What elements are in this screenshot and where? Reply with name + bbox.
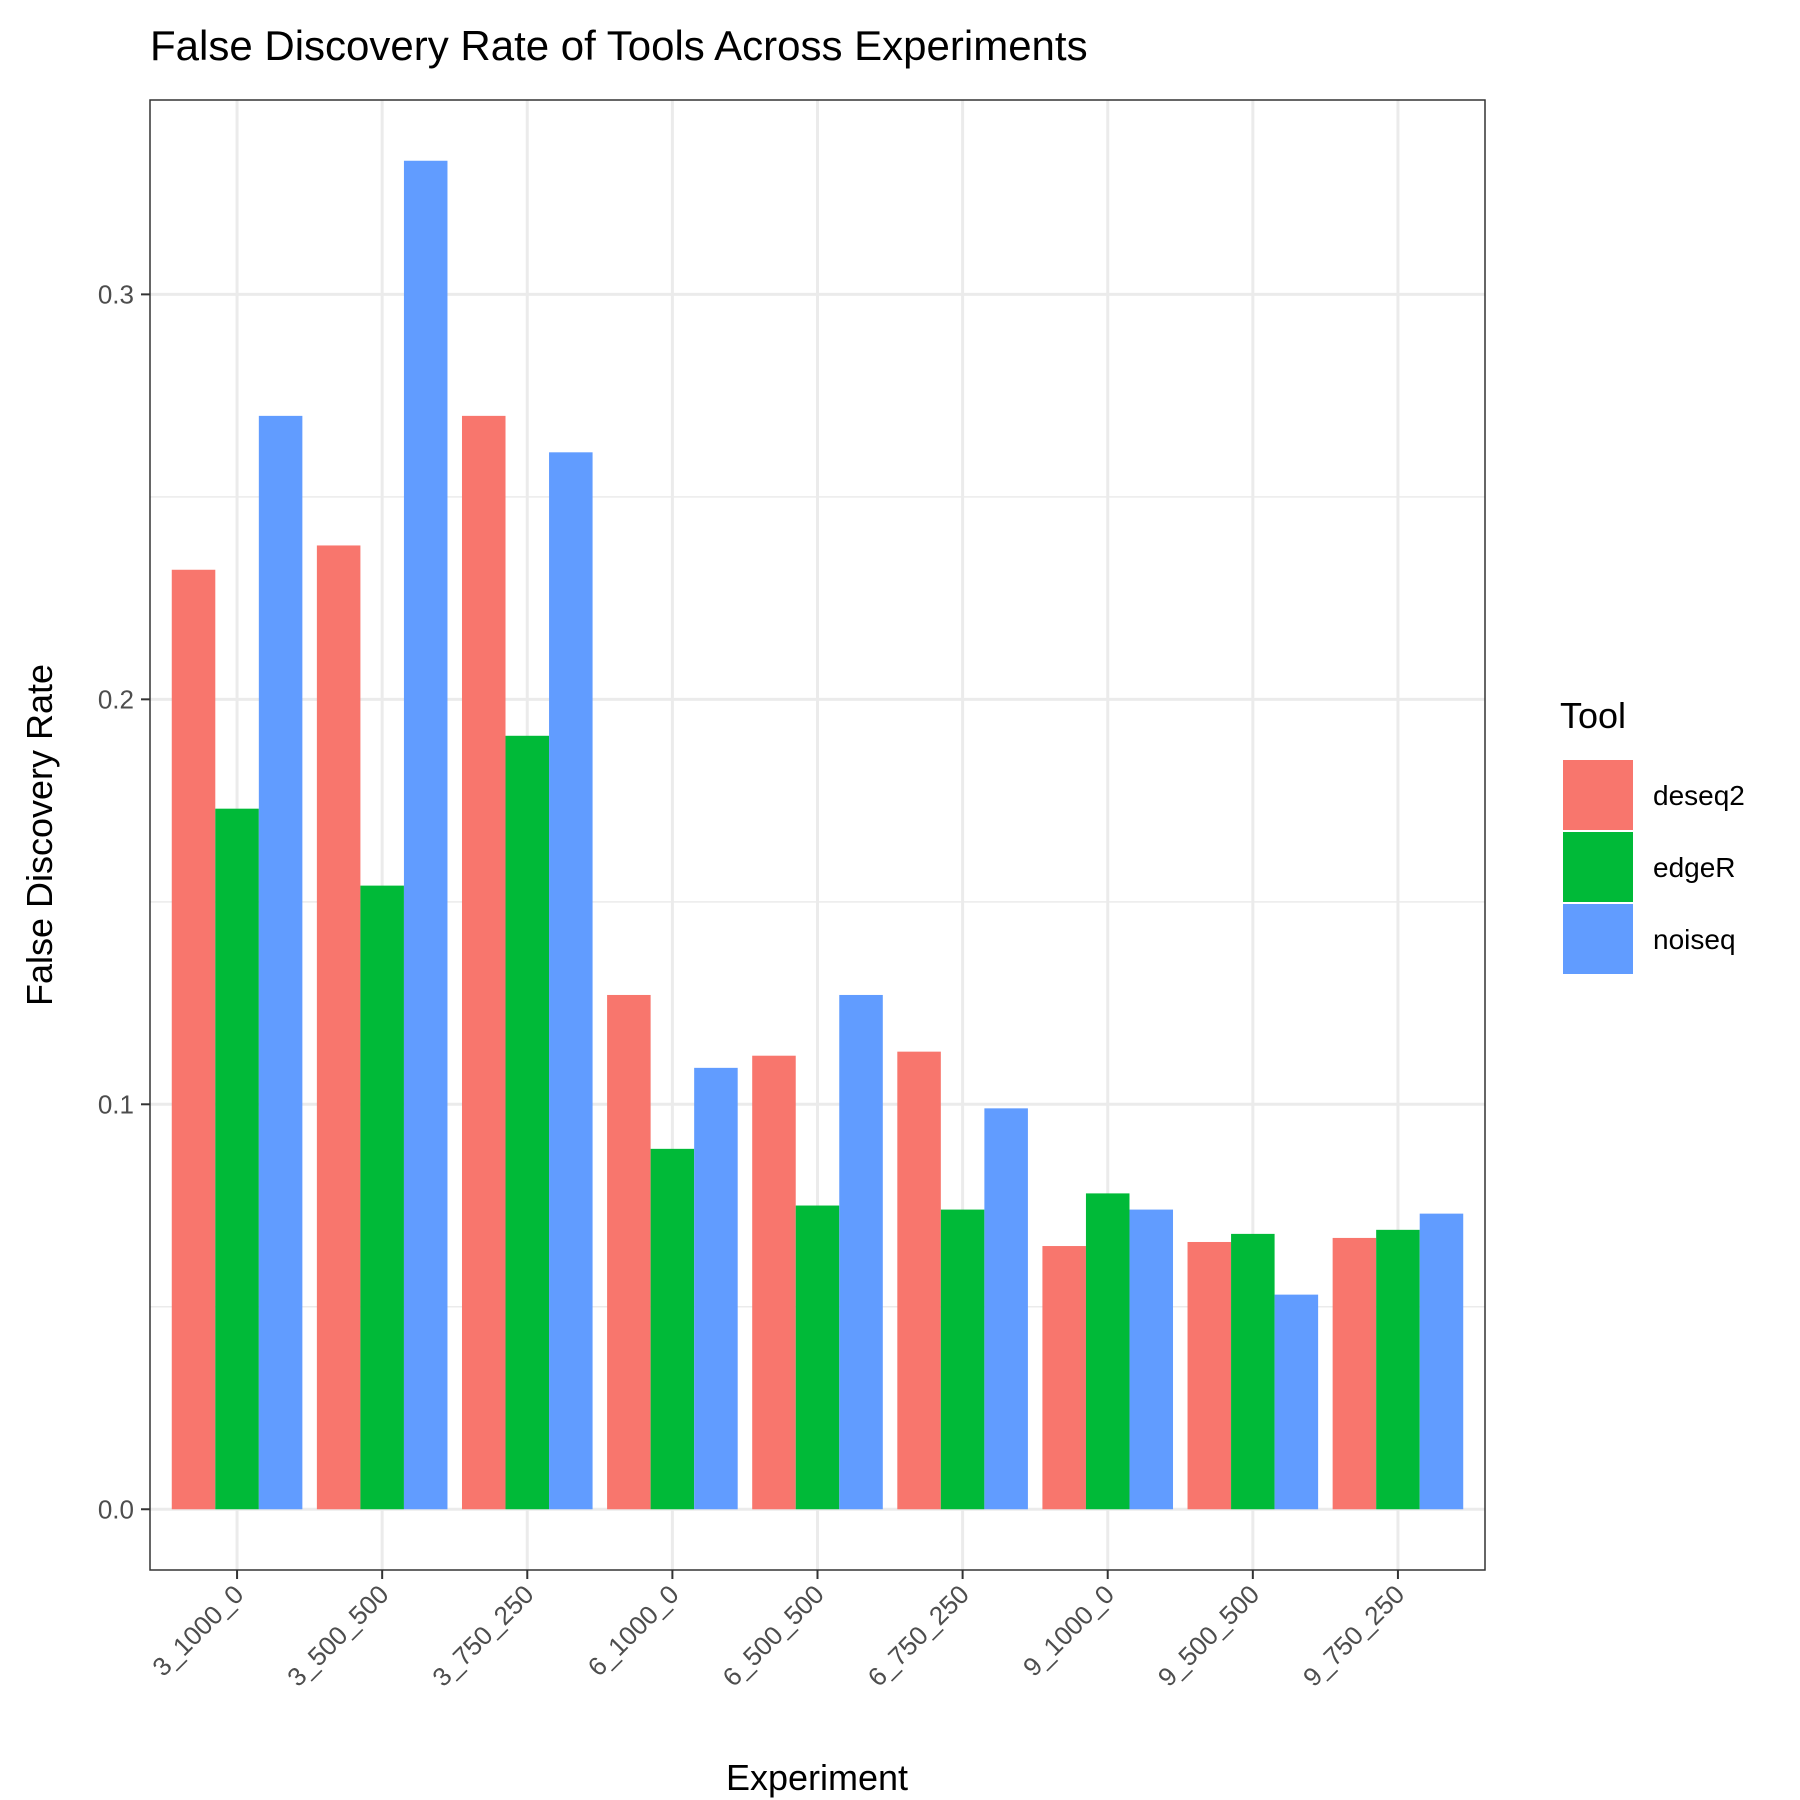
- bar-deseq2-3_500_500: [316, 545, 361, 1510]
- x-tick-label: 6_500_500: [717, 1579, 830, 1692]
- x-tick-label: 3_500_500: [281, 1579, 394, 1692]
- bar-noiseq-9_500_500: [1274, 1294, 1319, 1510]
- legend-key-deseq2: [1563, 760, 1633, 830]
- x-tick-label: 3_750_250: [426, 1579, 539, 1692]
- bar-deseq2-6_1000_0: [607, 994, 651, 1510]
- x-tick-label: 9_750_250: [1297, 1579, 1410, 1692]
- bar-deseq2-6_750_250: [897, 1051, 941, 1510]
- bar-edgeR-3_1000_0: [215, 808, 259, 1510]
- y-tick-label: 0.2: [98, 684, 134, 714]
- y-tick-label: 0.0: [98, 1494, 134, 1524]
- bar-edgeR-3_500_500: [360, 885, 404, 1510]
- bar-edgeR-9_500_500: [1231, 1233, 1275, 1510]
- bar-deseq2-3_1000_0: [171, 569, 216, 1510]
- bar-edgeR-3_750_250: [505, 735, 550, 1510]
- y-axis-title: False Discovery Rate: [19, 664, 60, 1006]
- bar-edgeR-9_1000_0: [1085, 1193, 1130, 1510]
- bar-deseq2-9_1000_0: [1042, 1246, 1086, 1510]
- legend-label-deseq2: deseq2: [1653, 780, 1745, 811]
- x-tick-label: 6_750_250: [862, 1579, 975, 1692]
- x-tick-label: 3_1000_0: [146, 1579, 249, 1682]
- x-tick-label: 6_1000_0: [582, 1579, 685, 1682]
- bar-deseq2-9_750_250: [1332, 1237, 1377, 1510]
- bar-noiseq-6_500_500: [839, 994, 883, 1510]
- y-axis: 0.0 0.1 0.2 0.3: [98, 279, 150, 1524]
- bar-noiseq-3_500_500: [403, 160, 448, 1510]
- legend-label-edgeR: edgeR: [1653, 852, 1736, 883]
- x-axis-title: Experiment: [726, 1757, 908, 1798]
- bar-noiseq-9_750_250: [1419, 1213, 1464, 1510]
- bar-deseq2-6_500_500: [752, 1055, 796, 1510]
- legend-title: Tool: [1560, 695, 1626, 736]
- bar-edgeR-6_500_500: [795, 1205, 840, 1510]
- legend-key-edgeR: [1563, 832, 1633, 902]
- plot-area: [149, 99, 1486, 1571]
- y-tick-label: 0.3: [98, 279, 134, 309]
- bar-noiseq-9_1000_0: [1129, 1209, 1174, 1510]
- bars: [171, 160, 1464, 1510]
- legend-key-noiseq: [1563, 904, 1633, 974]
- bar-edgeR-6_1000_0: [650, 1148, 695, 1510]
- y-tick-label: 0.1: [98, 1089, 134, 1119]
- bar-edgeR-6_750_250: [940, 1209, 985, 1510]
- bar-noiseq-3_1000_0: [258, 415, 303, 1510]
- bar-deseq2-3_750_250: [461, 415, 506, 1510]
- bar-noiseq-6_1000_0: [694, 1067, 738, 1510]
- chart-title: False Discovery Rate of Tools Across Exp…: [150, 22, 1088, 69]
- bar-noiseq-6_750_250: [984, 1108, 1028, 1510]
- x-tick-label: 9_500_500: [1152, 1579, 1265, 1692]
- bar-noiseq-3_750_250: [549, 452, 593, 1510]
- legend: Tool deseq2 edgeR noiseq: [1560, 695, 1745, 974]
- legend-label-noiseq: noiseq: [1653, 924, 1736, 955]
- x-tick-label: 9_1000_0: [1017, 1579, 1120, 1682]
- bar-edgeR-9_750_250: [1376, 1229, 1420, 1510]
- x-axis: 3_1000_0 3_500_500 3_750_250 6_1000_0 6_500_…: [146, 1570, 1410, 1692]
- bar-deseq2-9_500_500: [1187, 1241, 1232, 1510]
